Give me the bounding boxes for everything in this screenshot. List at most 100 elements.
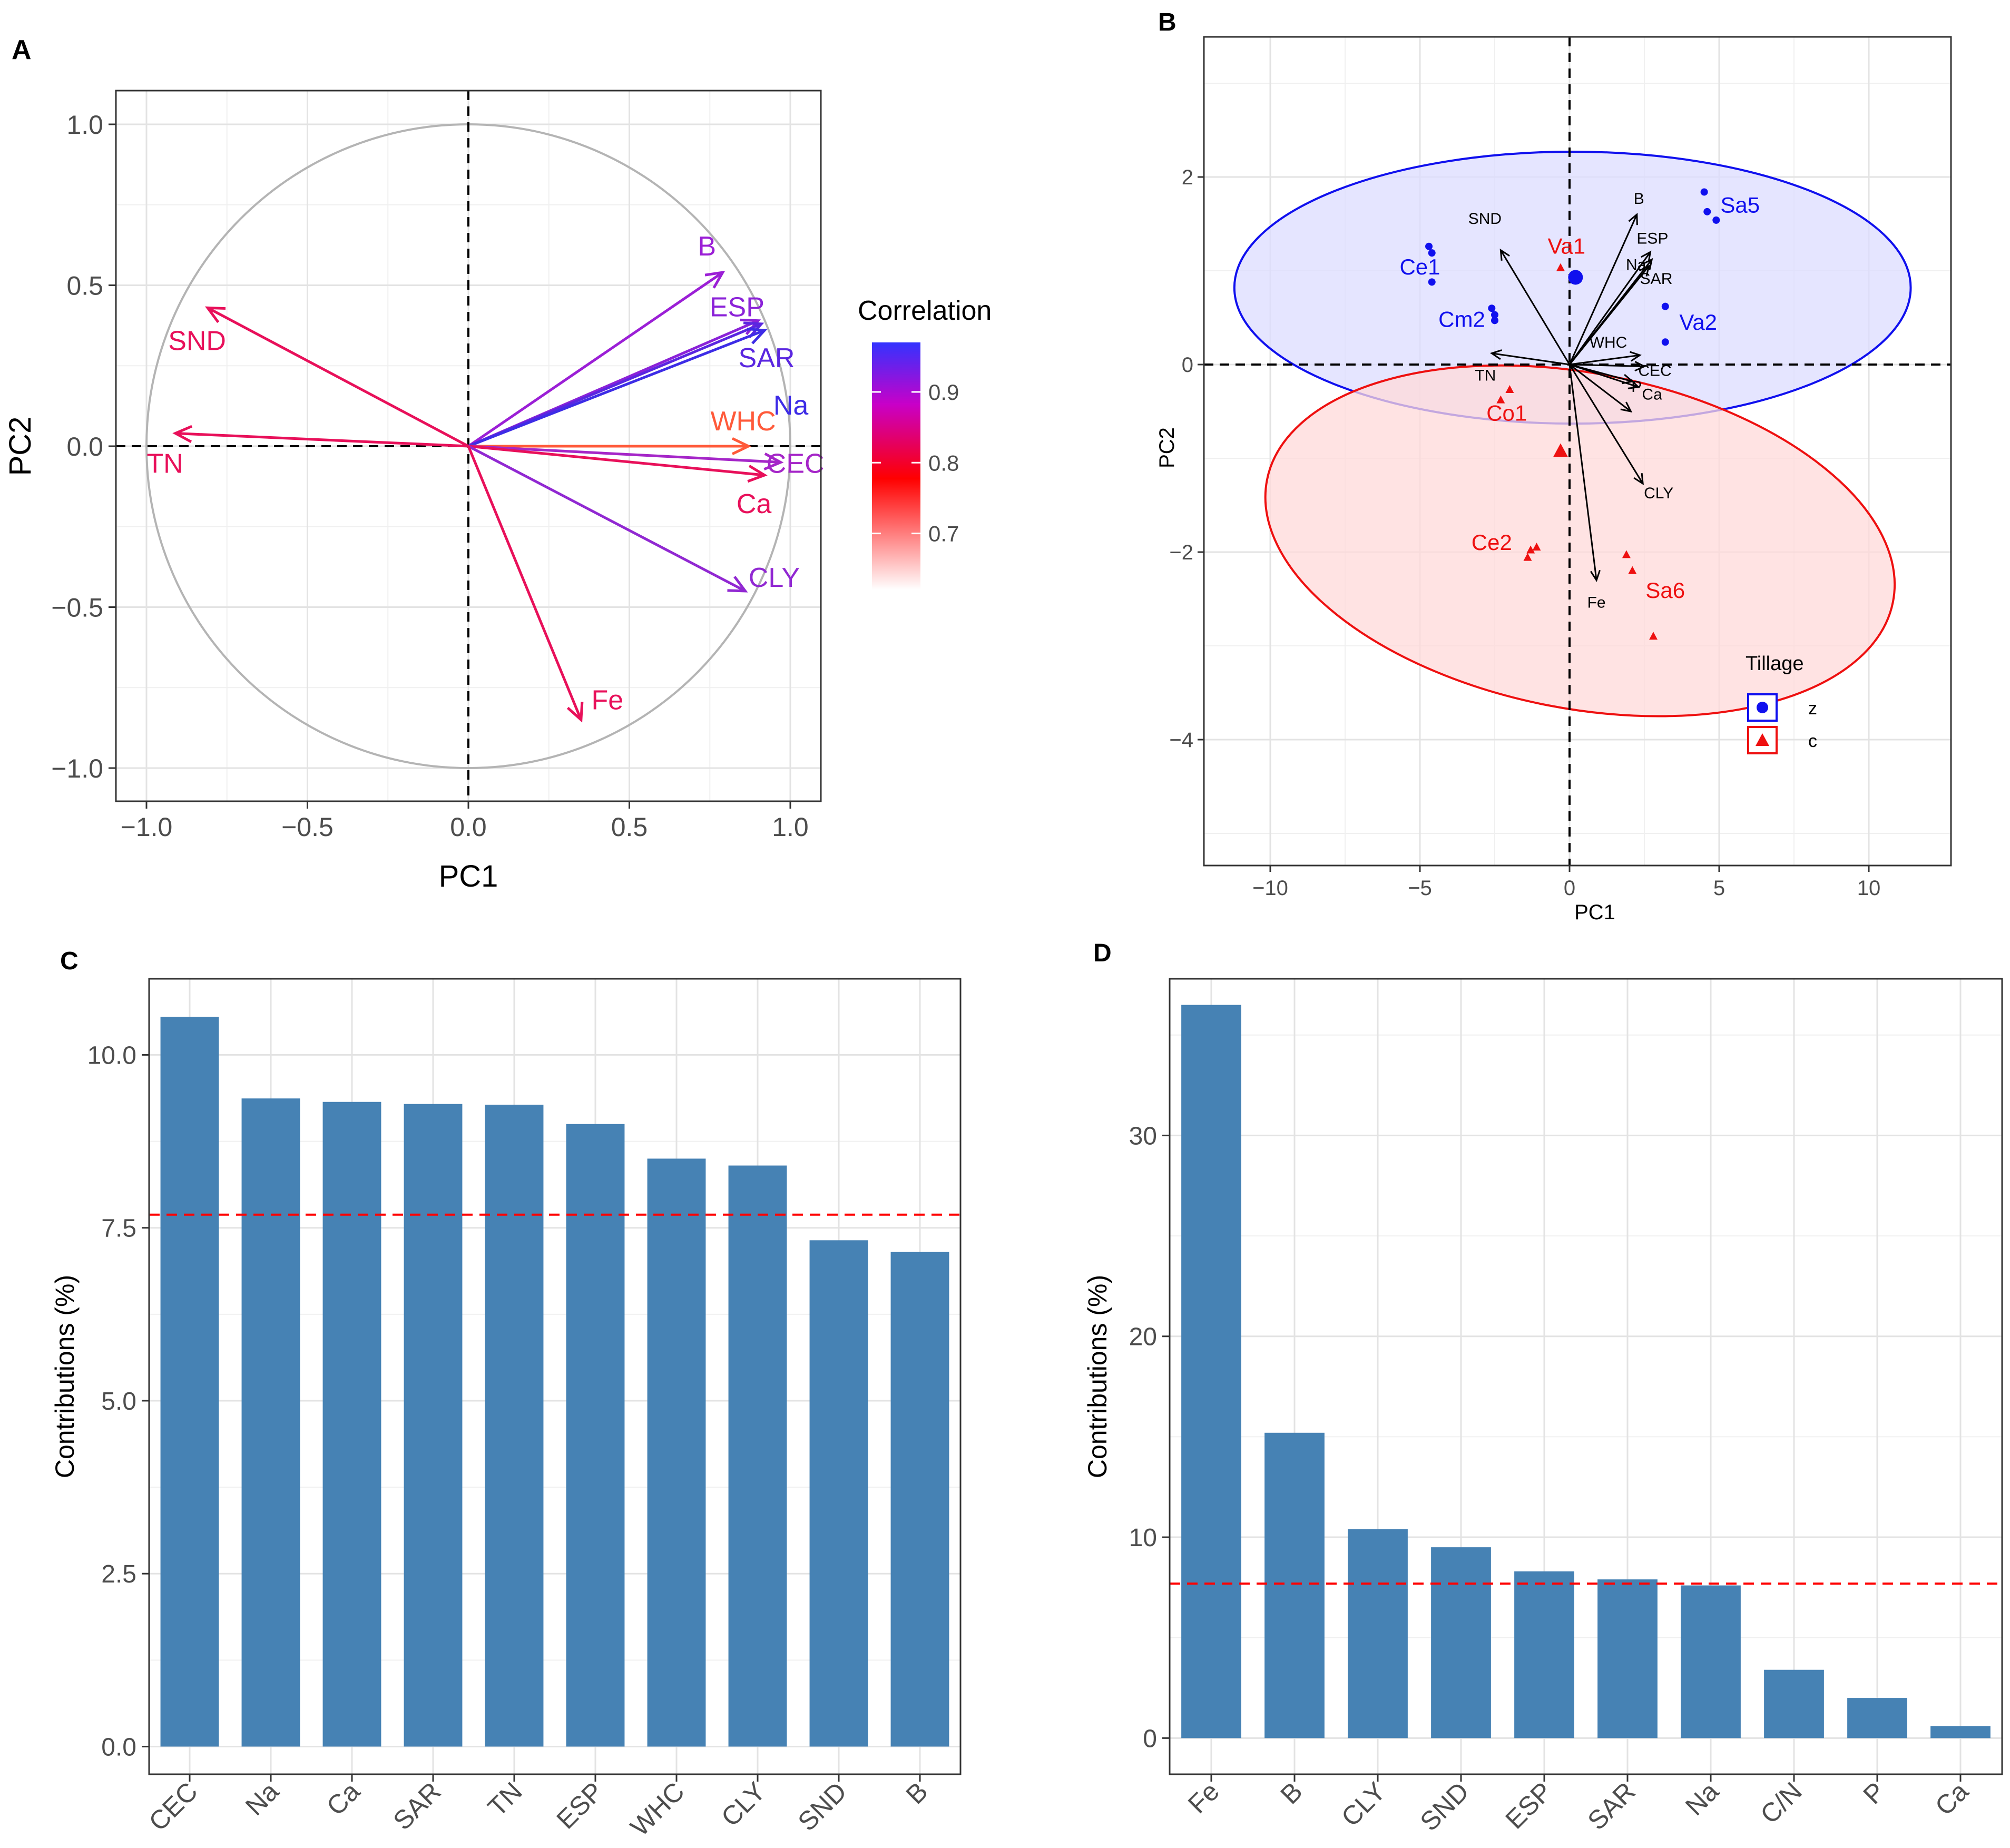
sample-point	[1622, 550, 1631, 558]
bar-b	[890, 1252, 949, 1747]
site-label-va2: Va2	[1679, 310, 1717, 335]
sample-point	[1556, 263, 1565, 271]
x-tick-label: CLY	[715, 1776, 771, 1832]
panel-label-a: A	[12, 35, 32, 65]
x-tick-label: −5	[1408, 877, 1432, 900]
legend-tick-label: 0.7	[928, 522, 959, 546]
y-tick-label: −1.0	[51, 754, 103, 783]
arrow-head-cec	[1634, 361, 1646, 372]
x-tick-label: ESP	[551, 1776, 609, 1834]
arrow-head-b	[1628, 213, 1638, 225]
bar-fe	[1181, 1005, 1241, 1738]
site-label-ce2: Ce2	[1472, 530, 1512, 555]
group-centroid-z	[1568, 270, 1583, 285]
x-tick-label: WHC	[625, 1776, 690, 1842]
loading-label-fe: Fe	[592, 685, 624, 715]
loading-arrow-snd	[207, 307, 469, 448]
sample-point	[1649, 632, 1658, 640]
loading-label-sar: SAR	[739, 343, 795, 373]
arrow-head-cly	[1633, 473, 1644, 485]
y-tick-label: 0.5	[66, 271, 103, 301]
panel-a-y-axis-title: PC2	[3, 417, 37, 476]
bar-na	[1681, 1585, 1741, 1738]
arrow-head-na	[1642, 258, 1653, 270]
x-tick-label: B	[1275, 1776, 1308, 1810]
arrow-head-unlabeled-10	[1620, 401, 1633, 413]
biplot-arrow-label-b: B	[1634, 190, 1644, 208]
loading-label-cec: CEC	[767, 449, 825, 479]
biplot-arrow-label-cly: CLY	[1644, 485, 1673, 502]
sample-point	[1428, 249, 1436, 257]
bar-ca	[1930, 1726, 1991, 1738]
sample-point	[1491, 311, 1498, 319]
x-tick-label: Ca	[321, 1776, 366, 1821]
biplot-arrow-label-na: Na	[1626, 257, 1646, 274]
arrow-head-sar	[1639, 264, 1650, 277]
loading-label-b: B	[698, 231, 716, 262]
legend-color-bar	[872, 342, 920, 590]
x-tick-label: C/N	[1754, 1776, 1807, 1829]
biplot-arrow-tn	[1492, 352, 1570, 366]
arrow-head-sar	[743, 321, 764, 338]
arrow-head-b	[704, 270, 725, 289]
x-tick-label: SND	[792, 1776, 852, 1836]
x-tick-label: ESP	[1499, 1776, 1557, 1834]
x-tick-label: P	[1858, 1776, 1891, 1810]
biplot-arrow-whc	[1569, 354, 1640, 366]
panel-d-plot-border	[1169, 978, 2003, 1775]
legend-symbol-c	[1756, 733, 1769, 746]
arrow-head-snd	[205, 306, 226, 323]
biplot-arrow-esp	[1568, 251, 1651, 365]
arrow-head-tn	[1489, 349, 1502, 360]
x-tick-label: 1.0	[772, 812, 809, 842]
panel-b-plot-border	[1203, 36, 1952, 867]
sample-point	[1700, 188, 1708, 196]
arrow-head-na	[747, 327, 768, 345]
bar-whc	[647, 1158, 706, 1747]
loading-arrow-na	[468, 329, 766, 448]
bar-esp	[566, 1124, 625, 1747]
bar-snd	[1431, 1547, 1491, 1738]
loading-arrow-b	[467, 271, 724, 448]
loading-label-tn: TN	[146, 449, 183, 479]
site-label-co1: Co1	[1486, 401, 1527, 426]
x-tick-label: CEC	[143, 1776, 203, 1836]
sample-point	[1712, 216, 1720, 224]
bar-na	[241, 1098, 300, 1747]
y-tick-label: 10	[1129, 1524, 1157, 1552]
sample-point	[1703, 208, 1711, 215]
biplot-arrow-cec	[1569, 363, 1645, 368]
x-tick-label: Ca	[1929, 1776, 1974, 1821]
sample-point	[1488, 304, 1496, 312]
x-tick-label: CLY	[1336, 1776, 1391, 1832]
biplot-arrow-unlabeled-10	[1569, 363, 1632, 412]
biplot-arrow-label-esp: ESP	[1636, 230, 1668, 247]
x-tick-label: TN	[482, 1776, 528, 1822]
y-tick-label: 0	[1182, 353, 1193, 377]
biplot-arrow-label-sar: SAR	[1640, 270, 1673, 288]
loading-label-cly: CLY	[749, 563, 800, 593]
legend-tick-label: 0.9	[928, 380, 959, 405]
sample-point	[1425, 242, 1433, 250]
loading-label-esp: ESP	[710, 292, 764, 323]
x-tick-label: 10	[1857, 877, 1881, 900]
arrow-head-whc	[731, 437, 752, 456]
y-tick-label: 0	[1143, 1725, 1157, 1753]
sample-point	[1526, 545, 1535, 554]
bar-cly	[1348, 1529, 1408, 1738]
panel-b-y-axis-title: PC2	[1155, 427, 1179, 468]
biplot-arrow-label-fe: Fe	[1587, 594, 1606, 611]
panel-d-contributions-bar: 0 10 20 30 Fe B CLY SND ESP SAR Na C/N P Ca Contribut…	[1083, 978, 2003, 1836]
biplot-arrow-cly	[1568, 364, 1644, 484]
legend-label-z: z	[1808, 699, 1817, 719]
x-tick-label: −1.0	[121, 812, 173, 842]
y-tick-label: −4	[1169, 729, 1193, 752]
x-tick-label: 0.0	[450, 812, 487, 842]
loading-arrow-ca	[468, 445, 765, 477]
arrow-head-cly	[727, 576, 748, 593]
y-tick-label: 7.5	[101, 1215, 136, 1243]
x-tick-label: Na	[1680, 1776, 1724, 1821]
arrow-head-ca	[747, 465, 768, 483]
legend-title: Tillage	[1746, 653, 1804, 675]
